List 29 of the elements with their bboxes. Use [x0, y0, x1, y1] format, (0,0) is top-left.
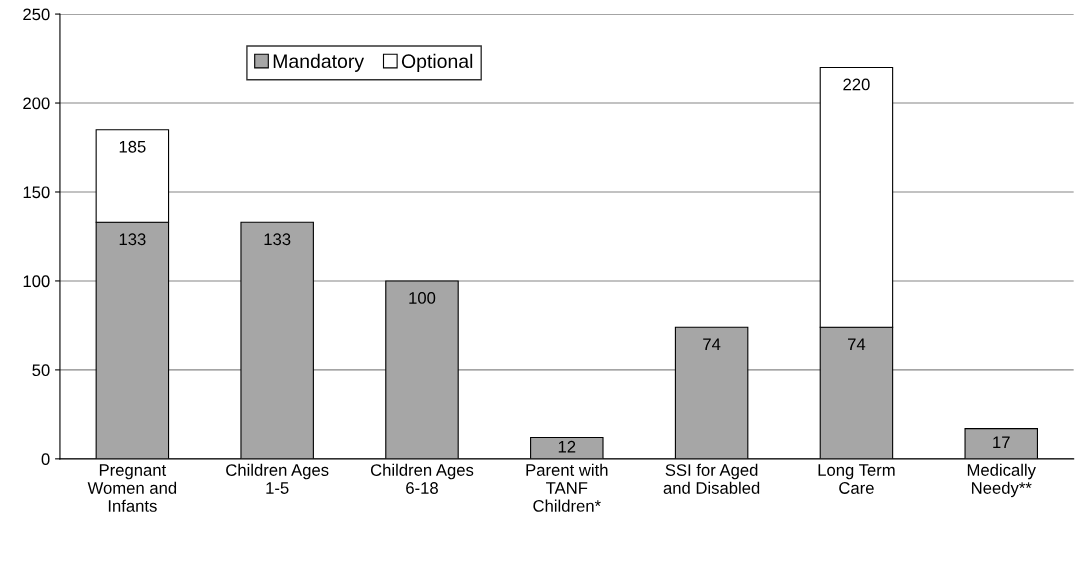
- total-label: 220: [843, 78, 870, 91]
- legend-label: Optional: [401, 53, 473, 72]
- bar: [385, 280, 459, 459]
- bar: [530, 436, 604, 459]
- bar: [240, 221, 314, 459]
- legend-label: Mandatory: [273, 53, 365, 72]
- y-tick-label: 150: [23, 186, 50, 199]
- data-label: 133: [264, 233, 291, 246]
- data-label: 100: [409, 292, 436, 304]
- x-tick-label: Children Ages 6-18: [370, 463, 474, 494]
- bar: [674, 326, 749, 459]
- x-tick-label: Pregnant Women and Infants: [87, 464, 177, 512]
- x-tick-label: SSI for Aged and Disabled: [663, 463, 760, 494]
- data-label: 74: [848, 338, 866, 350]
- data-label: 17: [993, 436, 1010, 449]
- x-tick-label: Long Term Care: [818, 464, 895, 494]
- x-tick-label: Children Ages 1-5: [226, 463, 329, 494]
- data-label: 74: [703, 338, 721, 350]
- y-tick-label: 200: [23, 97, 50, 110]
- y-tick-label: 250: [23, 8, 50, 21]
- y-tick-label: 100: [23, 275, 50, 288]
- y-tick-label: 50: [32, 364, 50, 377]
- bar: [964, 428, 1039, 459]
- total-label: 185: [119, 140, 146, 153]
- x-tick-label: Medically Needy**: [967, 463, 1036, 498]
- x-tick-label: Parent with TANF Children*: [526, 463, 608, 512]
- y-tick-label: 0: [41, 453, 50, 466]
- data-label: 133: [119, 233, 146, 246]
- data-label: 12: [558, 440, 576, 453]
